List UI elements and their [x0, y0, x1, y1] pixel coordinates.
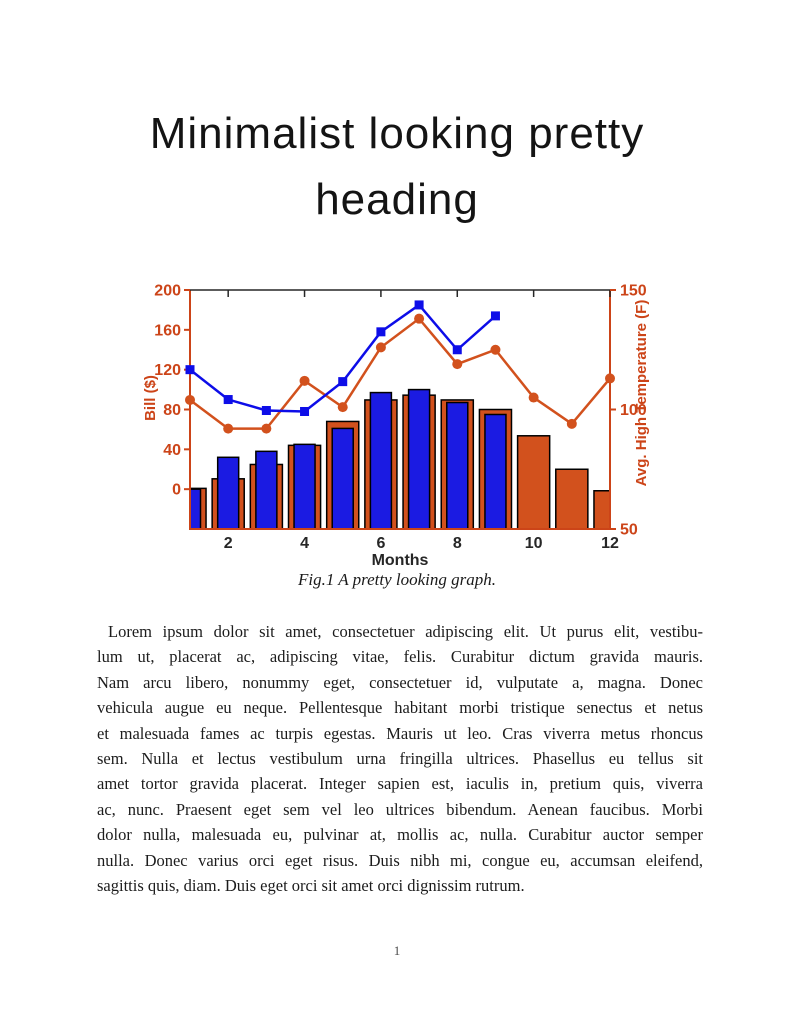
x-axis-tick-label: 2 [224, 535, 233, 552]
temperature-line-marker [185, 394, 195, 405]
body-line: vehicula augue eu neque. Pellentesque ha… [97, 698, 703, 718]
bill-bars-bar [190, 488, 202, 529]
figure-caption: Fig.1 A pretty looking graph. [297, 570, 496, 589]
left-axis-tick-label: 80 [163, 402, 181, 419]
temperature-line [189, 316, 611, 430]
x-axis-tick-label: 10 [525, 535, 543, 552]
temperature-line-marker [490, 344, 501, 355]
bill-bars-bar [216, 456, 240, 529]
left-axis-tick-label: 160 [154, 322, 181, 339]
body-line: ac, nunc. Praesent eget sem vel leo ultr… [97, 799, 703, 819]
body-line: Nam arcu libero, nonummy eget, consectet… [97, 672, 703, 692]
bill-bars-bar [446, 401, 469, 529]
page-number: 1 [393, 943, 401, 958]
page-title-line1: Minimalist looking pretty [149, 109, 645, 158]
temperature-line-marker [337, 402, 348, 413]
left-axis-tick-label: 0 [172, 482, 181, 499]
temperature-line-marker [261, 423, 272, 434]
bill-bars-bar [293, 443, 316, 529]
x-axis-tick-label: 6 [376, 535, 385, 552]
temperature-bars-bar [516, 435, 551, 529]
bill-line-marker [185, 365, 195, 375]
body-line: et malesuada fames ac turpis egestas. Ma… [97, 723, 703, 743]
bill-line-marker [223, 395, 233, 405]
bill-temperature-chart: 0 40 80 120 160 200 50 100 150 2 4 6 8 10 12 Bill ($) Av… [142, 283, 650, 570]
bill-bars-bar [331, 427, 354, 529]
bill-line [189, 303, 497, 413]
bill-line-marker [338, 377, 348, 387]
bill-line-marker [490, 311, 500, 321]
temperature-line-marker [414, 313, 425, 324]
right-axis-title: Avg. High Temperature (F) [633, 300, 650, 487]
body-line: nulla. Donec varius orci eget risus. Dui… [97, 850, 703, 870]
bill-line-marker [452, 345, 462, 355]
body-line: sagittis quis, diam. Duis eget orci sit … [97, 876, 525, 896]
page-title: Minimalist looking pretty heading [0, 101, 794, 233]
right-axis-tick-label: 100 [620, 402, 647, 419]
left-axis-tick-label: 120 [154, 362, 181, 379]
temperature-line-marker [566, 418, 577, 429]
body-line: dolor nulla, malesuada eu, pulvinar at, … [97, 825, 703, 845]
bill-line-marker [261, 405, 271, 415]
x-axis-tick-label: 8 [453, 535, 462, 552]
bill-line-marker [414, 300, 424, 310]
x-axis-tick-label: 4 [300, 535, 309, 552]
temperature-line-marker [223, 423, 234, 434]
body-line: sem. Nulla et lectus vestibulum urna fri… [97, 749, 703, 769]
page-title-line2: heading [315, 175, 479, 224]
bill-bars-bar [369, 391, 393, 529]
bill-bars-bar [407, 388, 431, 529]
bill-bars-bar [255, 450, 278, 529]
x-axis-tick-label: 12 [601, 535, 619, 552]
body-line: lum ut, placerat ac, adipiscing vitae, f… [97, 647, 703, 667]
left-axis-title: Bill ($) [142, 375, 159, 421]
temperature-line-marker [452, 359, 463, 370]
temperature-bars-bar [555, 468, 589, 529]
body-line: amet tortor gravida placerat. Integer sa… [97, 774, 703, 794]
left-axis-tick-label: 40 [163, 442, 181, 459]
bill-line-marker [300, 406, 310, 416]
bill-line-marker [376, 327, 386, 337]
temperature-line-marker [605, 373, 615, 384]
left-axis-tick-label: 200 [154, 283, 181, 300]
right-axis-tick-label: 50 [620, 522, 638, 539]
temperature-line-marker [528, 392, 539, 403]
bill-bars-bar [484, 413, 507, 529]
temperature-line-marker [299, 375, 310, 386]
body-paragraph: Lorem ipsum dolor sit amet, consectetuer… [97, 619, 703, 898]
x-axis-title: Months [372, 552, 429, 569]
body-line: Lorem ipsum dolor sit amet, consectetuer… [108, 622, 703, 641]
right-axis-tick-label: 150 [620, 283, 647, 300]
temperature-line-marker [375, 342, 386, 353]
